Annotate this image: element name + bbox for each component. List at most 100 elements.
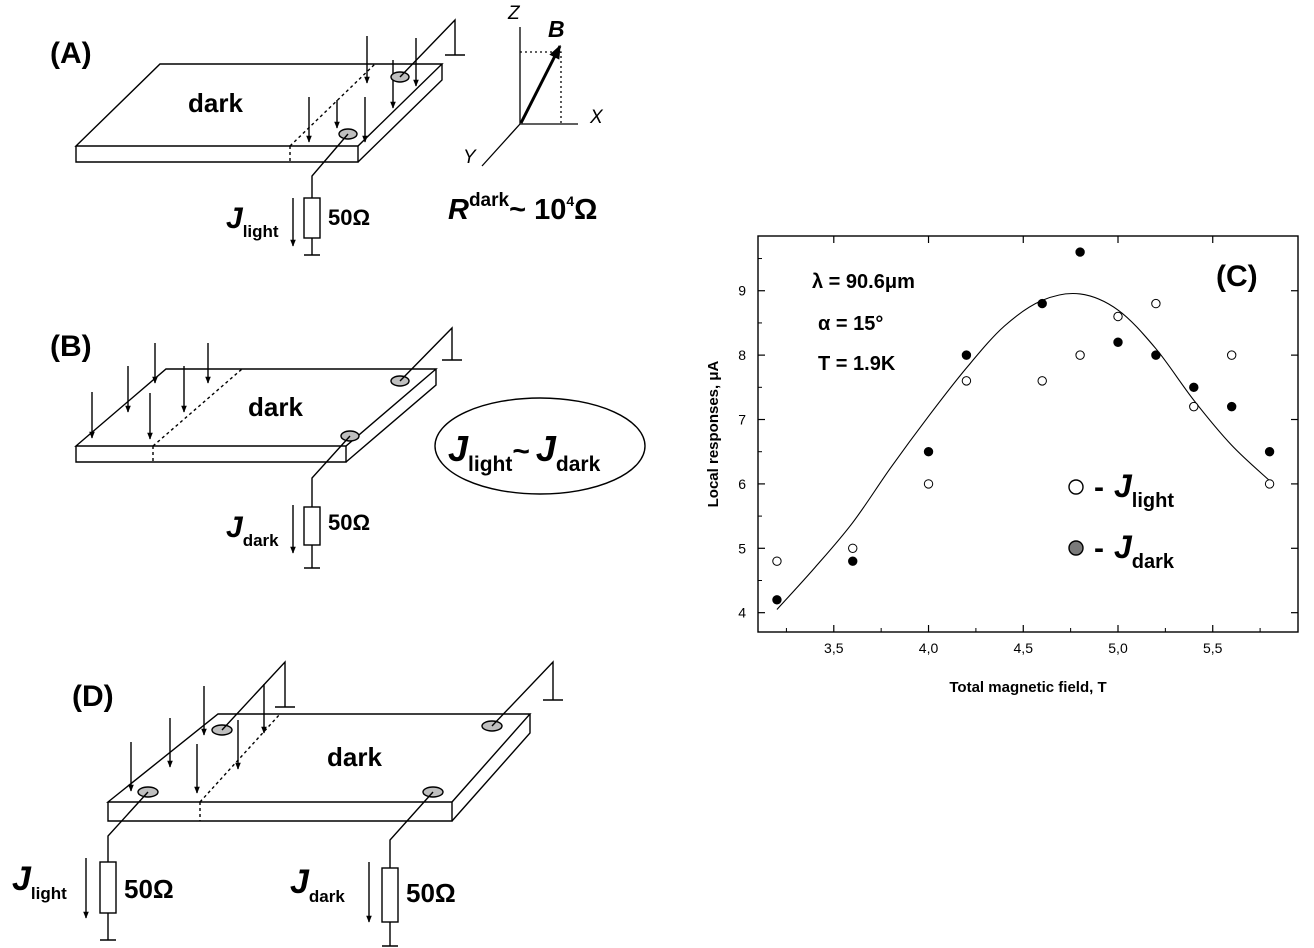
data-point-light	[1113, 311, 1123, 322]
panel-label-b: (B)	[50, 330, 92, 363]
load-label-b: 50Ω	[328, 510, 370, 535]
y-axis	[481, 123, 521, 167]
data-point-light	[1189, 401, 1199, 412]
plot-frame	[757, 235, 1299, 633]
data-point-dark	[1151, 350, 1161, 360]
slab-front-d	[107, 802, 453, 822]
dark-region-label-b: dark	[248, 392, 303, 422]
y-tick-label: 5	[738, 540, 746, 556]
field-label-b: B	[548, 16, 565, 42]
load-label-a: 50Ω	[328, 205, 370, 230]
current-label-a: Jlight	[226, 202, 279, 241]
y-ticks: 4 5 6 7 8 9	[738, 258, 1298, 621]
y-axis-title: Local responses, μA	[705, 360, 722, 507]
illumination-boundary-d	[199, 713, 281, 821]
x-tick-label: 3,5	[824, 640, 844, 656]
data-point-dark	[923, 447, 934, 457]
load-wire-d-left	[100, 791, 149, 941]
data-point-dark	[1226, 401, 1237, 412]
panel-a	[74, 18, 465, 256]
load-resistor-a	[303, 197, 321, 239]
slab-side-d	[451, 714, 531, 822]
light-arrows-d	[128, 684, 267, 794]
x-axis-title: Total magnetic field, T	[949, 679, 1106, 696]
x-ticks: 3,5 4,0 4,5 5,0 5,5	[785, 236, 1261, 656]
slab-side-b	[345, 369, 437, 463]
ground-wire-d-right	[491, 660, 563, 727]
load-resistor-d-right	[381, 867, 399, 923]
x-tick-label: 4,5	[1014, 640, 1034, 656]
legend-marker-open	[1068, 479, 1084, 495]
slab-front-a	[75, 146, 359, 163]
data-point-light	[1264, 479, 1275, 489]
data-point-dark	[1037, 298, 1047, 309]
axis-label-x: X	[589, 107, 604, 128]
current-label-d-left: Jlight	[12, 860, 67, 903]
axis-label-y: Y	[463, 147, 477, 168]
chart-panel-c: 3,5 4,0 4,5 5,0 5,5 4 5 6 7 8 9 Total magnetic fi…	[705, 235, 1299, 696]
data-point-light	[848, 543, 858, 553]
dark-region-label-a: dark	[188, 88, 243, 118]
data-point-dark	[961, 350, 972, 360]
axes-triad	[481, 27, 578, 167]
x-tick-label: 4,0	[919, 640, 939, 656]
current-label-b: Jdark	[226, 511, 279, 550]
relation-oval	[434, 397, 646, 495]
load-resistor-b	[303, 506, 321, 546]
legend: - Jlight - Jdark	[1068, 468, 1175, 573]
load-label-d-right: 50Ω	[406, 878, 456, 908]
fit-curve	[776, 292, 1270, 610]
dark-resistance: Rdark~ 104Ω	[448, 190, 597, 226]
param-temperature: T = 1.9K	[818, 353, 896, 375]
data-points	[772, 247, 1275, 605]
ground-wire-a	[399, 18, 465, 78]
x-tick-label: 5,0	[1108, 640, 1128, 656]
load-wire-b	[304, 435, 351, 569]
data-point-light	[772, 556, 782, 566]
data-point-light	[1075, 350, 1085, 360]
data-point-dark	[1264, 447, 1275, 457]
load-label-d-left: 50Ω	[124, 874, 174, 904]
panel-label-a: (A)	[50, 37, 92, 70]
data-point-dark	[1189, 382, 1199, 393]
load-wire-a	[304, 133, 349, 256]
data-point-light	[923, 479, 934, 489]
illumination-boundary-b	[152, 368, 243, 462]
panel-d	[83, 660, 563, 947]
slab-top-d	[106, 713, 532, 803]
data-point-dark	[1075, 247, 1085, 257]
data-point-light	[1151, 298, 1161, 309]
current-label-d-right: Jdark	[290, 863, 345, 906]
load-resistor-d-left	[99, 861, 117, 914]
slab-front-b	[75, 446, 347, 463]
b-vector	[519, 44, 562, 124]
ground-wire-d-left	[221, 660, 295, 731]
ground-wire-b	[399, 326, 462, 382]
data-point-light	[1226, 350, 1237, 360]
param-wavelength: λ = 90.6μm	[812, 271, 915, 293]
panel-label-d: (D)	[72, 680, 114, 713]
illumination-boundary-a	[289, 63, 376, 162]
data-point-dark	[1113, 337, 1123, 347]
load-wire-d-right	[382, 791, 434, 947]
light-arrows-b	[89, 343, 211, 440]
b-projection	[520, 51, 562, 124]
data-point-dark	[848, 556, 858, 566]
y-tick-label: 7	[738, 412, 746, 428]
light-arrows-a	[306, 36, 419, 143]
legend-dark: - Jdark	[1094, 529, 1175, 573]
panel-b	[74, 326, 646, 569]
x-tick-label: 5,5	[1203, 640, 1223, 656]
axis-label-z: Z	[507, 3, 521, 24]
panel-label-c: (C)	[1216, 260, 1258, 293]
slab-side-a	[357, 64, 443, 163]
legend-light: - Jlight	[1094, 468, 1174, 512]
y-tick-label: 6	[738, 476, 746, 492]
legend-marker-filled	[1068, 540, 1084, 556]
current-relation: Jlight~ Jdark	[448, 428, 601, 476]
data-point-light	[1037, 376, 1047, 386]
data-point-dark	[772, 595, 782, 605]
y-tick-label: 8	[738, 347, 746, 363]
param-angle: α = 15°	[818, 313, 883, 335]
